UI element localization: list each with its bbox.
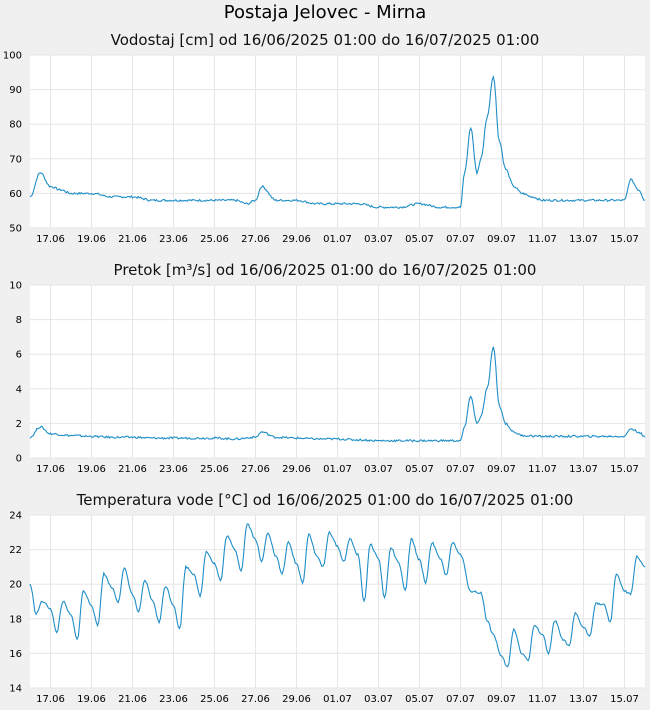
y-tick-label: 6 — [16, 350, 22, 361]
x-tick-label: 17.06 — [36, 464, 65, 475]
x-tick-label: 15.07 — [610, 694, 639, 705]
series-line — [29, 74, 646, 209]
x-tick-label: 03.07 — [364, 464, 393, 475]
x-tick-label: 21.06 — [118, 694, 147, 705]
x-tick-label: 01.07 — [323, 234, 352, 245]
x-tick-label: 25.06 — [200, 234, 229, 245]
x-tick-label: 25.06 — [200, 694, 229, 705]
x-tick-label: 11.07 — [528, 234, 557, 245]
x-tick-label: 15.07 — [610, 234, 639, 245]
chart-water-level: Vodostaj [cm] od 16/06/2025 01:00 do 16/… — [3, 31, 646, 245]
chart-title: Temperatura vode [°C] od 16/06/2025 01:0… — [76, 491, 574, 509]
y-tick-label: 20 — [9, 580, 22, 591]
x-tick-label: 01.07 — [323, 694, 352, 705]
y-tick-label: 14 — [9, 684, 22, 695]
y-tick-label: 90 — [9, 85, 22, 96]
y-tick-label: 2 — [16, 419, 22, 430]
x-tick-label: 03.07 — [364, 234, 393, 245]
y-tick-label: 18 — [9, 614, 22, 625]
x-tick-label: 05.07 — [405, 464, 434, 475]
y-tick-label: 22 — [9, 545, 22, 556]
x-tick-label: 21.06 — [118, 234, 147, 245]
y-tick-label: 4 — [16, 384, 22, 395]
chart-water-temperature: Temperatura vode [°C] od 16/06/2025 01:0… — [9, 491, 646, 705]
x-tick-label: 07.07 — [446, 464, 475, 475]
x-tick-label: 05.07 — [405, 234, 434, 245]
y-tick-label: 16 — [9, 649, 22, 660]
x-tick-label: 19.06 — [77, 464, 106, 475]
x-tick-label: 27.06 — [241, 464, 270, 475]
x-tick-label: 03.07 — [364, 694, 393, 705]
y-tick-label: 50 — [9, 224, 22, 235]
x-tick-label: 25.06 — [200, 464, 229, 475]
x-tick-label: 19.06 — [77, 694, 106, 705]
chart-title: Pretok [m³/s] od 16/06/2025 01:00 do 16/… — [114, 261, 537, 279]
x-tick-label: 13.07 — [569, 694, 598, 705]
x-tick-label: 29.06 — [282, 464, 311, 475]
x-tick-label: 19.06 — [77, 234, 106, 245]
y-tick-label: 10 — [9, 281, 22, 292]
x-tick-label: 09.07 — [487, 464, 516, 475]
x-tick-label: 07.07 — [446, 694, 475, 705]
series-line — [29, 346, 646, 443]
x-tick-label: 11.07 — [528, 694, 557, 705]
x-tick-label: 27.06 — [241, 694, 270, 705]
x-tick-label: 13.07 — [569, 464, 598, 475]
x-tick-label: 15.07 — [610, 464, 639, 475]
x-tick-label: 21.06 — [118, 464, 147, 475]
x-tick-label: 09.07 — [487, 694, 516, 705]
x-tick-label: 23.06 — [159, 464, 188, 475]
x-tick-label: 17.06 — [36, 234, 65, 245]
x-tick-label: 09.07 — [487, 234, 516, 245]
y-tick-label: 8 — [16, 315, 22, 326]
page-title: Postaja Jelovec - Mirna — [223, 2, 427, 23]
x-tick-label: 23.06 — [159, 234, 188, 245]
y-tick-label: 80 — [9, 120, 22, 131]
x-tick-label: 07.07 — [446, 234, 475, 245]
chart-discharge: Pretok [m³/s] od 16/06/2025 01:00 do 16/… — [9, 261, 646, 475]
x-tick-label: 17.06 — [36, 694, 65, 705]
y-tick-label: 100 — [3, 51, 22, 62]
y-tick-label: 0 — [16, 454, 22, 465]
y-tick-label: 24 — [9, 511, 22, 522]
x-tick-label: 01.07 — [323, 464, 352, 475]
chart-title: Vodostaj [cm] od 16/06/2025 01:00 do 16/… — [111, 31, 540, 49]
x-tick-label: 29.06 — [282, 234, 311, 245]
x-tick-label: 29.06 — [282, 694, 311, 705]
x-tick-label: 05.07 — [405, 694, 434, 705]
y-tick-label: 60 — [9, 189, 22, 200]
y-tick-label: 70 — [9, 154, 22, 165]
series-line — [29, 523, 646, 668]
x-tick-label: 27.06 — [241, 234, 270, 245]
x-tick-label: 13.07 — [569, 234, 598, 245]
x-tick-label: 23.06 — [159, 694, 188, 705]
x-tick-label: 11.07 — [528, 464, 557, 475]
